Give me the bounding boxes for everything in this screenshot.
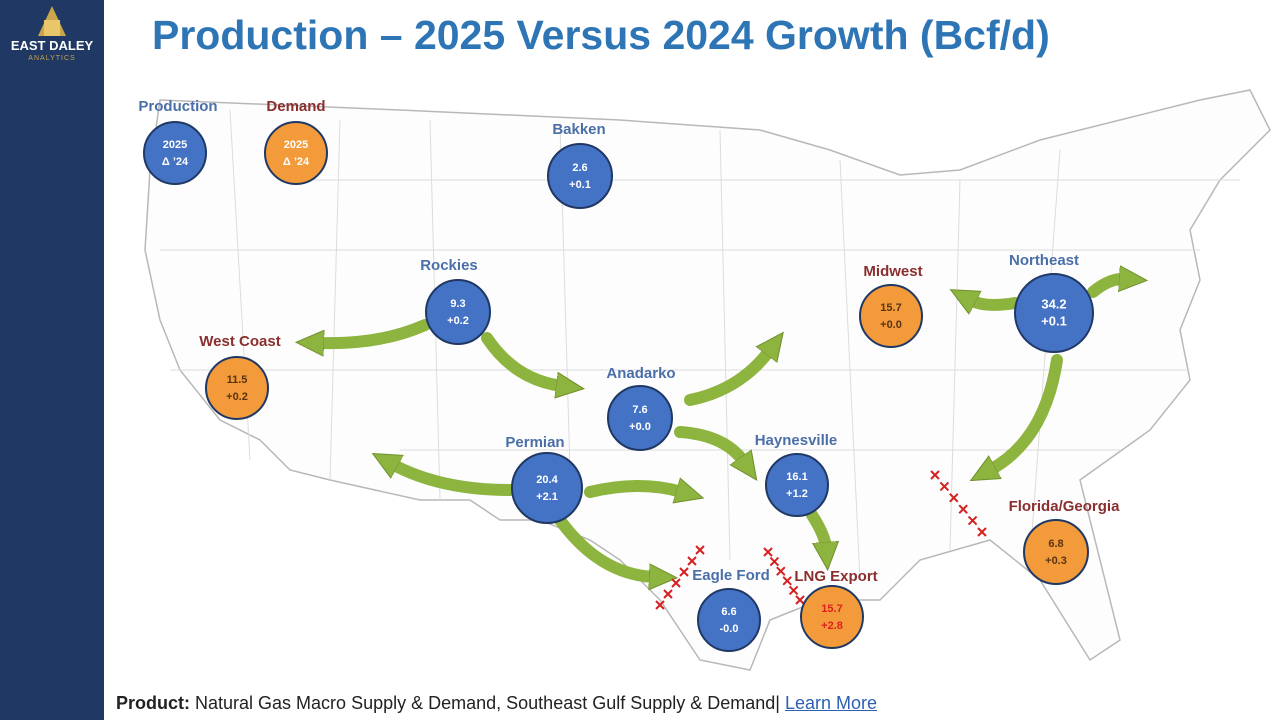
region-change: +1.2: [786, 488, 808, 500]
cross: [763, 547, 773, 557]
region-name: Anadarko: [606, 365, 675, 382]
cross: [949, 493, 959, 503]
constraint-marks: [655, 470, 987, 610]
region: Haynesville 16.1 +1.2: [755, 432, 838, 517]
logo-name: EAST DALEY: [10, 38, 94, 53]
region-bubble: [800, 585, 864, 649]
cross: [788, 585, 799, 596]
region: Rockies 9.3 +0.2: [420, 257, 491, 345]
region-name: Florida/Georgia: [1009, 498, 1121, 515]
region-bubble: [765, 453, 829, 517]
region-change: Δ ’24: [283, 156, 310, 168]
region: Northeast 34.2 +0.1: [1009, 252, 1094, 353]
cross: [795, 595, 805, 605]
region-value: 6.8: [1048, 538, 1063, 550]
logo-icon: [38, 6, 66, 36]
region-value: 6.6: [721, 606, 736, 618]
region-name: Production: [138, 98, 217, 115]
cross: [967, 515, 978, 526]
region-bubble: [425, 279, 491, 345]
cross: [939, 481, 950, 492]
region-name: LNG Export: [794, 568, 877, 585]
region-value: 15.7: [821, 603, 842, 615]
footer-text: Natural Gas Macro Supply & Demand, South…: [195, 693, 780, 713]
footer-label: Product:: [116, 693, 190, 713]
region-change: +0.0: [629, 421, 651, 433]
region-value: 11.5: [227, 374, 248, 386]
region-bubble: [511, 452, 583, 524]
cross: [977, 527, 987, 537]
region: Eagle Ford 6.6 -0.0: [692, 567, 770, 652]
region-name: Bakken: [552, 121, 605, 138]
region: West Coast 11.5 +0.2: [199, 333, 281, 420]
region-value: 7.6: [632, 404, 647, 416]
region-change: +0.3: [1045, 555, 1067, 567]
region-bubble: [1023, 519, 1089, 585]
region-bubble: [607, 385, 673, 451]
region-bubble: [1014, 273, 1094, 353]
region-name: Northeast: [1009, 252, 1079, 269]
cross: [671, 578, 681, 588]
region: Production 2025 Δ ’24: [138, 98, 218, 185]
cross: [930, 470, 940, 480]
region: Demand 2025 Δ ’24: [264, 98, 328, 185]
learn-more-link[interactable]: Learn More: [785, 693, 878, 713]
region-bubble: [859, 284, 923, 348]
region-change: +2.8: [821, 620, 843, 632]
region-value: 16.1: [786, 471, 807, 483]
region-name: Eagle Ford: [692, 567, 770, 584]
region-change: +0.0: [880, 319, 902, 331]
cross: [782, 576, 792, 586]
region-value: 34.2: [1041, 296, 1066, 311]
region-value: 2.6: [572, 162, 587, 174]
region-change: +0.1: [569, 179, 591, 191]
region-change: -0.0: [720, 623, 739, 635]
region-bubble: [205, 356, 269, 420]
region-name: Permian: [505, 434, 564, 451]
region-change: +0.1: [1041, 313, 1067, 328]
region-value: 2025: [163, 139, 187, 151]
cross: [776, 566, 786, 576]
region-name: Midwest: [863, 263, 922, 280]
region: Permian 20.4 +2.1: [505, 434, 583, 524]
region: Florida/Georgia 6.8 +0.3: [1009, 498, 1121, 585]
region-name: Haynesville: [755, 432, 838, 449]
cross: [679, 567, 689, 577]
region: LNG Export 15.7 +2.8: [794, 568, 878, 649]
footer: Product: Natural Gas Macro Supply & Dema…: [116, 693, 877, 714]
region-change: Δ ’24: [162, 156, 189, 168]
region: Bakken 2.6 +0.1: [547, 121, 613, 209]
region: Midwest 15.7 +0.0: [859, 263, 923, 348]
region-name: West Coast: [199, 333, 280, 350]
region-bubble: [547, 143, 613, 209]
region-bubble: [697, 588, 761, 652]
region-change: +2.1: [536, 491, 558, 503]
region-bubble: [143, 121, 207, 185]
region-value: 9.3: [450, 298, 465, 310]
region-bubble: [264, 121, 328, 185]
cross: [655, 600, 665, 610]
cross: [663, 589, 673, 599]
cross: [687, 556, 697, 566]
flow-arrows: [318, 279, 1125, 577]
sidebar: EAST DALEY ANALYTICS: [0, 0, 104, 720]
us-outline: [144, 89, 1271, 671]
cross: [958, 504, 968, 514]
region-value: 2025: [284, 139, 308, 151]
cross: [695, 545, 705, 555]
region-value: 15.7: [880, 302, 901, 314]
region-change: +0.2: [226, 391, 248, 403]
region-change: +0.2: [447, 315, 469, 327]
region-value: 20.4: [536, 474, 558, 486]
logo-tagline: ANALYTICS: [28, 55, 76, 62]
region-name: Demand: [266, 98, 325, 115]
region-name: Rockies: [420, 257, 478, 274]
map: Production 2025 Δ ’24 Demand 2025 Δ ’24 Bakken…: [138, 89, 1271, 671]
region: Anadarko 7.6 +0.0: [606, 365, 676, 451]
cross: [769, 556, 780, 567]
title: Production – 2025 Versus 2024 Growth (Bc…: [152, 12, 1050, 58]
